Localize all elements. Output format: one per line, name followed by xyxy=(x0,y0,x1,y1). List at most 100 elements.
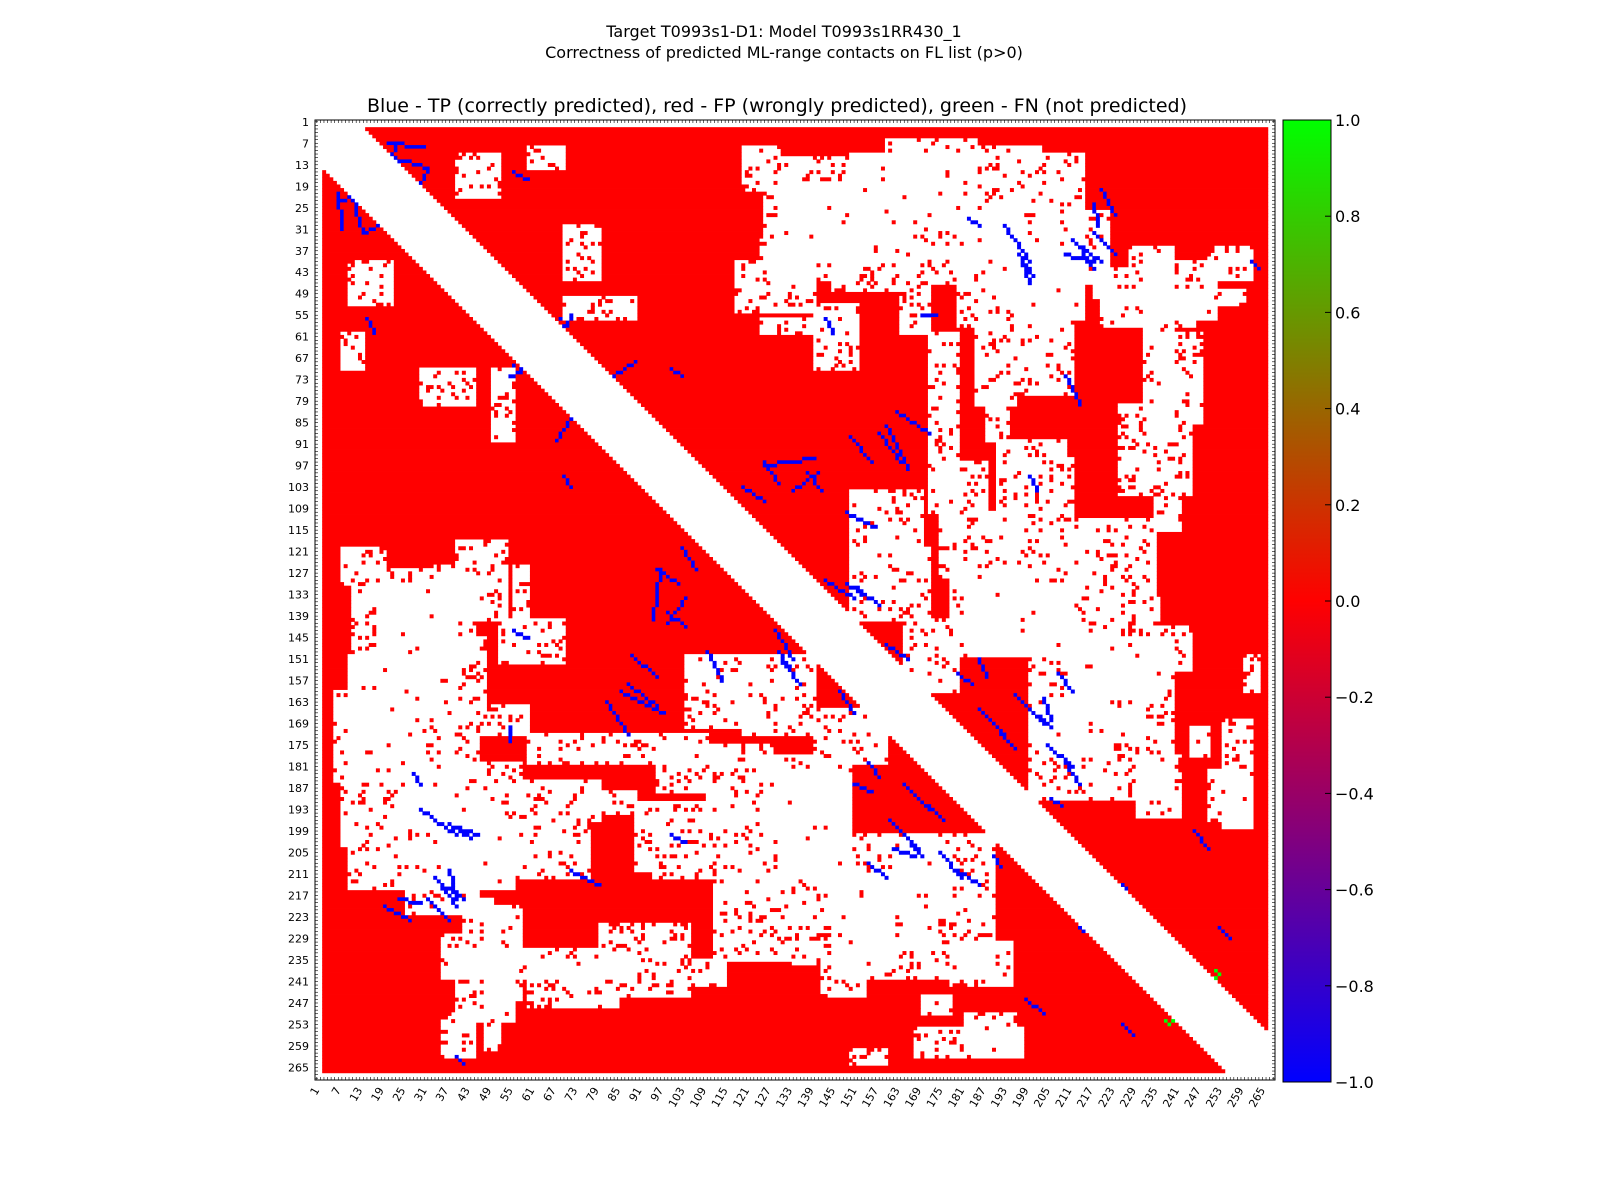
fp-cell-run xyxy=(1042,145,1269,150)
fp-cell-run xyxy=(1160,757,1165,762)
fp-cell-run xyxy=(490,600,495,604)
fp-cell-run xyxy=(766,195,774,200)
fp-cell-run xyxy=(1153,739,1158,744)
fp-cell-run xyxy=(1074,481,1118,486)
tp-cell-run xyxy=(512,628,516,633)
fp-cell-run xyxy=(1074,360,1147,364)
fp-cell-run xyxy=(529,596,656,601)
fp-cell-run xyxy=(895,933,900,938)
fp-cell-run xyxy=(1181,521,1269,526)
fp-cell-run xyxy=(1146,736,1151,741)
tp-cell-run xyxy=(400,915,409,920)
fp-cell-run xyxy=(1002,460,1007,465)
fp-cell-run xyxy=(730,804,735,809)
fp-cell-run xyxy=(375,227,384,232)
fp-cell-run xyxy=(1235,248,1240,253)
fp-cell-run xyxy=(999,435,1004,440)
fp-cell-run xyxy=(662,736,667,741)
tp-cell-run xyxy=(383,904,388,909)
fp-cell-run xyxy=(601,252,760,257)
fp-cell-run xyxy=(640,689,685,694)
fp-cell-run xyxy=(687,961,692,966)
tp-cell-run xyxy=(848,514,857,519)
tp-cell-run xyxy=(1257,266,1262,271)
tp-cell-run xyxy=(780,639,785,644)
fp-cell-run xyxy=(365,621,370,626)
fp-cell-run xyxy=(386,768,391,773)
fp-cell-run xyxy=(519,582,656,587)
fp-cell-run xyxy=(913,496,918,501)
fp-cell-run xyxy=(755,847,760,852)
fp-cell-run xyxy=(429,166,459,171)
fp-cell-run xyxy=(322,908,388,913)
fp-cell-run xyxy=(1085,306,1100,311)
fp-cell-run xyxy=(1131,589,1136,594)
fp-cell-run xyxy=(999,338,1004,343)
fp-cell-run xyxy=(1192,657,1244,662)
fp-cell-run xyxy=(773,840,778,844)
fp-cell-run xyxy=(820,485,928,490)
fp-cell-run xyxy=(483,642,499,647)
tp-cell-run xyxy=(619,721,624,726)
fp-cell-run xyxy=(834,306,839,311)
fp-cell-run xyxy=(1113,528,1118,533)
fp-cell-run xyxy=(1002,728,1029,733)
fp-cell-run xyxy=(798,879,803,884)
tp-cell-run xyxy=(365,317,370,321)
fp-cell-run xyxy=(461,807,466,812)
fp-cell-run xyxy=(823,488,850,493)
fp-cell-run xyxy=(995,897,1054,902)
fp-cell-run xyxy=(494,553,499,558)
fp-cell-run xyxy=(1009,395,1014,400)
fp-cell-run xyxy=(608,700,638,705)
fp-cell-run xyxy=(863,524,868,529)
tp-cell-run xyxy=(863,521,871,526)
fp-cell-run xyxy=(322,320,370,325)
y-tick-label: 265 xyxy=(288,1061,309,1074)
fp-cell-run xyxy=(515,979,520,984)
tp-cell-run xyxy=(565,420,570,425)
fp-cell-run xyxy=(784,639,796,644)
fp-cell-run xyxy=(812,155,817,160)
fp-cell-run xyxy=(361,259,370,264)
fp-cell-run xyxy=(443,205,764,210)
tp-cell-run xyxy=(834,585,839,590)
fp-cell-run xyxy=(726,488,746,493)
fp-cell-run xyxy=(1009,327,1014,332)
fp-cell-run xyxy=(855,542,860,547)
fp-cell-run xyxy=(766,664,771,669)
fp-cell-run xyxy=(1210,779,1215,784)
fp-cell-run xyxy=(590,857,635,862)
fp-cell-run xyxy=(752,488,792,493)
tp-cell-run xyxy=(683,553,688,558)
fp-cell-run xyxy=(1203,388,1269,393)
tp-cell-run xyxy=(863,453,868,458)
fp-cell-run xyxy=(1163,628,1168,633)
fp-cell-run xyxy=(540,155,545,160)
fp-cell-run xyxy=(852,732,857,737)
fp-cell-run xyxy=(1085,664,1093,669)
tp-cell-run xyxy=(848,585,860,590)
fp-cell-run xyxy=(719,911,728,916)
fp-cell-run xyxy=(902,610,911,615)
fp-cell-run xyxy=(375,768,380,773)
fp-cell-run xyxy=(1178,342,1183,347)
fp-cell-run xyxy=(816,263,821,268)
contact-map-plot: 1713192531374349556167737985919710310911… xyxy=(288,116,1276,1110)
tp-cell-run xyxy=(1067,764,1075,769)
fp-cell-run xyxy=(848,352,853,357)
fp-cell-run xyxy=(1174,474,1183,479)
fp-cell-run xyxy=(501,195,764,200)
fp-cell-run xyxy=(601,779,660,784)
tp-cell-run xyxy=(1217,925,1222,930)
fp-cell-run xyxy=(551,313,563,318)
fp-cell-run xyxy=(361,685,366,690)
fp-cell-run xyxy=(340,205,355,210)
fp-cell-run xyxy=(938,929,943,934)
fp-cell-run xyxy=(848,986,853,991)
fp-cell-run xyxy=(795,331,803,336)
fp-cell-run xyxy=(931,596,950,601)
fp-cell-run xyxy=(795,488,821,493)
fp-cell-run xyxy=(1167,929,1222,934)
fp-cell-run xyxy=(1174,764,1222,769)
